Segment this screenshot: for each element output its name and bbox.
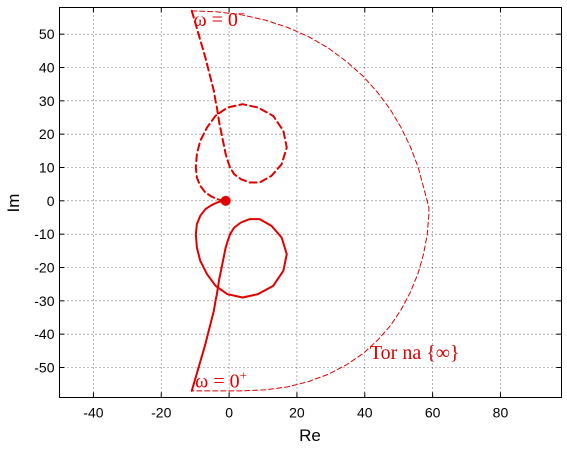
nyquist-curve-negative: [190, 9, 288, 202]
annotation-superscript: −: [238, 6, 245, 21]
x-axis-label: Re: [299, 426, 321, 445]
x-tick-label: 80: [493, 405, 509, 421]
x-tick-label: 0: [225, 405, 233, 421]
axis-ticks: -40 -20 0 20 40 60 80 -50 -40 -30 -20 -10 0 10 20 30 40 5…: [34, 7, 562, 421]
y-tick-label: 50: [39, 26, 55, 42]
y-tick-label: -40: [34, 326, 54, 342]
critical-point-marker: [220, 195, 231, 206]
curves: [190, 9, 430, 392]
x-tick-label: 40: [357, 405, 373, 421]
y-tick-label: -30: [34, 293, 54, 309]
y-tick-label: -50: [34, 360, 54, 376]
annotation-omega-plus: ω = 0+: [195, 368, 247, 393]
y-tick-label: -10: [34, 226, 54, 242]
grid: [59, 7, 562, 398]
y-tick-label: 30: [39, 93, 55, 109]
y-tick-label: 20: [39, 126, 55, 142]
plot-frame: [59, 7, 562, 398]
annotation-superscript: +: [240, 368, 247, 383]
annotation-tor: Tor na {∞}: [370, 342, 460, 364]
y-tick-label: 0: [47, 193, 55, 209]
annotation-base-text: ω = 0: [193, 9, 237, 31]
infinity-contour: [191, 10, 430, 392]
y-tick-label: 40: [39, 60, 55, 76]
x-tick-label: -40: [83, 405, 103, 421]
x-tick-label: 20: [289, 405, 305, 421]
annotations: ω = 0−ω = 0+Tor na {∞}: [193, 6, 459, 393]
x-tick-label: -20: [151, 405, 171, 421]
annotation-base-text: ω = 0: [195, 371, 239, 393]
y-tick-label: 10: [39, 160, 55, 176]
y-axis-label: Im: [4, 194, 23, 213]
annotation-omega-minus: ω = 0−: [193, 6, 245, 31]
x-tick-label: 60: [425, 405, 441, 421]
nyquist-curve-positive: [190, 199, 288, 392]
plot-area-background: [59, 7, 562, 398]
y-tick-label: -20: [34, 260, 54, 276]
